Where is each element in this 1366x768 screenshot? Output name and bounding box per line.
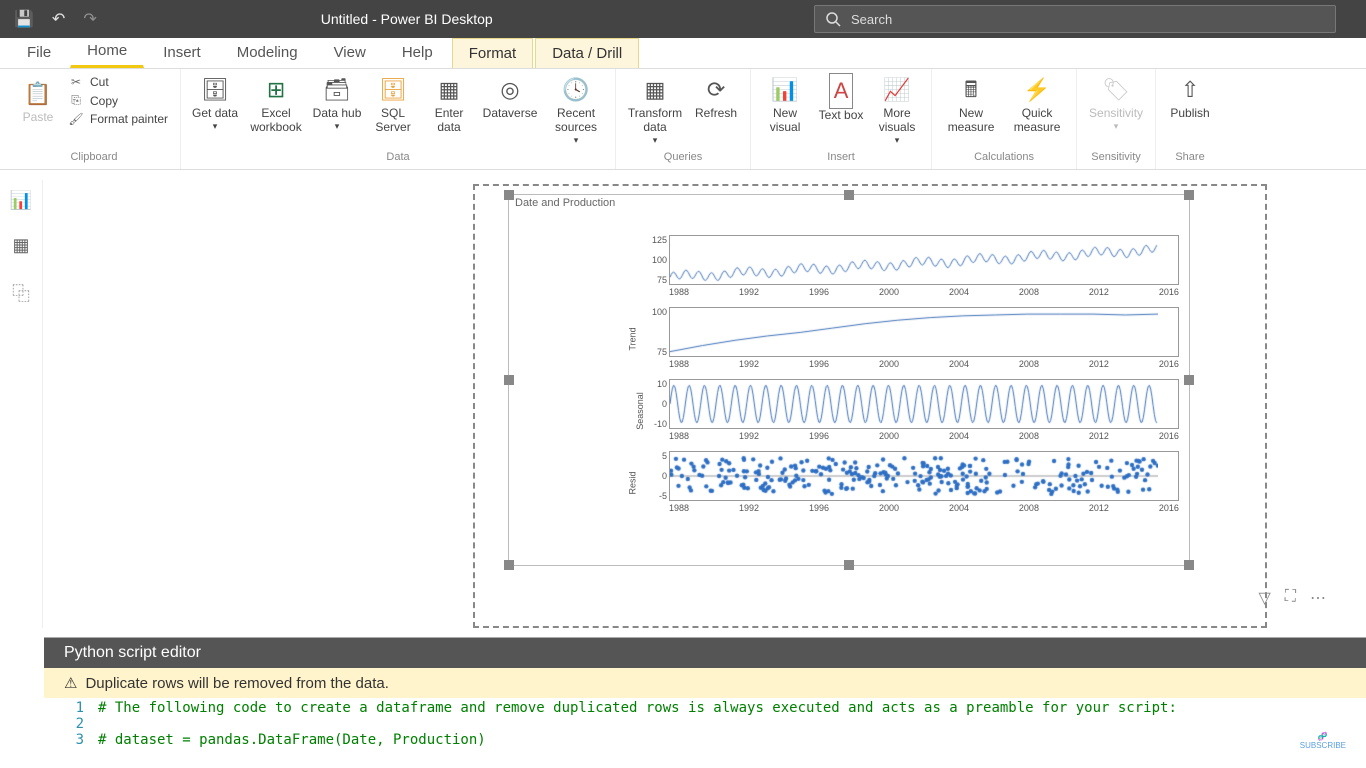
group-queries: ▦Transform data▾ ⟳Refresh Queries [616,69,751,169]
calculator-icon: 🖩 [964,73,977,107]
group-share: ⇧Publish Share [1156,69,1224,169]
tab-data-drill[interactable]: Data / Drill [535,38,639,68]
model-view-icon[interactable]: ⿻ [12,280,30,306]
hub-icon: 🗃 [323,73,351,107]
subscribe-badge: 🧬SUBSCRIBE [1300,732,1346,750]
dataverse-button[interactable]: ◎Dataverse [477,69,543,121]
recent-sources-button[interactable]: 🕓Recent sources▾ [543,69,609,145]
window-title: Untitled - Power BI Desktop [321,11,493,27]
copy-button[interactable]: ⎘Copy [68,93,168,108]
chart-icon: 📊 [771,73,798,107]
sql-icon: 🗄 [379,73,407,107]
tab-help[interactable]: Help [385,37,450,68]
group-calculations: 🖩New measure ⚡Quick measure Calculations [932,69,1077,169]
resize-handle[interactable] [844,560,854,570]
ribbon-tabs: FileHomeInsertModelingViewHelpFormatData… [0,38,1366,69]
decomposition-charts: 1251007519881992199620002004200820122016… [649,235,1179,523]
search-icon [825,11,841,27]
group-data: 🗄Get data▾ ⊞Excel workbook 🗃Data hub▾ 🗄S… [181,69,616,169]
copy-icon: ⎘ [68,93,84,108]
new-visual-button[interactable]: 📊New visual [757,69,813,135]
ribbon: 📋Paste ✂Cut ⎘Copy 🖌Format painter Clipbo… [0,69,1366,170]
group-sensitivity: 🏷Sensitivity▾ Sensitivity [1077,69,1156,169]
tab-format[interactable]: Format [452,38,534,68]
editor-warning: ⚠ Duplicate rows will be removed from th… [44,668,1366,698]
editor-title: Python script editor [44,638,1366,668]
resize-handle[interactable] [1184,190,1194,200]
visual-toolbar: ▽ ⛶ ⋯ [1258,588,1326,608]
tab-file[interactable]: File [10,37,68,68]
undo-icon[interactable]: ↶ [52,9,65,29]
canvas: 📊 ▦ ⿻ Date and Production 12510075198819… [0,180,1366,628]
code-area[interactable]: 1# The following code to create a datafr… [44,698,1366,768]
paste-button[interactable]: 📋Paste [10,73,66,125]
publish-icon: ⇧ [1181,73,1199,107]
report-page[interactable]: Date and Production 12510075198819921996… [43,180,1366,628]
get-data-button[interactable]: 🗄Get data▾ [187,69,243,131]
group-insert: 📊New visual AText box 📈More visuals▾ Ins… [751,69,932,169]
clock-icon: 🕓 [562,73,589,107]
subplot-observed: 1251007519881992199620002004200820122016 [649,235,1179,299]
data-view-icon[interactable]: ▦ [12,235,29,256]
text-box-button[interactable]: AText box [813,69,869,123]
excel-button[interactable]: ⊞Excel workbook [243,69,309,135]
tab-home[interactable]: Home [70,35,144,68]
sql-button[interactable]: 🗄SQL Server [365,69,421,135]
save-icon[interactable]: 💾 [14,9,34,29]
dataverse-icon: ◎ [500,73,519,107]
subplot-trend: Trend10075198819921996200020042008201220… [649,307,1179,371]
excel-icon: ⊞ [267,73,285,107]
new-measure-button[interactable]: 🖩New measure [938,69,1004,135]
search-placeholder: Search [851,12,892,27]
tag-icon: 🏷 [1102,73,1130,107]
focus-icon[interactable]: ⛶ [1285,588,1296,608]
grid-icon: ▦ [439,73,460,107]
database-icon: 🗄 [201,73,229,107]
resize-handle[interactable] [1184,560,1194,570]
resize-handle[interactable] [1184,375,1194,385]
more-icon: 📈 [883,73,910,107]
scissors-icon: ✂ [68,75,84,89]
transform-button[interactable]: ▦Transform data▾ [622,69,688,145]
transform-icon: ▦ [645,73,666,107]
title-bar: 💾 ↶ ↷ Untitled - Power BI Desktop Search [0,0,1366,38]
format-painter-button[interactable]: 🖌Format painter [68,112,168,126]
refresh-icon: ⟳ [707,73,725,107]
publish-button[interactable]: ⇧Publish [1162,69,1218,121]
refresh-button[interactable]: ⟳Refresh [688,69,744,121]
warning-icon: ⚠ [64,674,77,692]
quick-icon: ⚡ [1023,73,1050,107]
resize-handle[interactable] [504,190,514,200]
redo-icon[interactable]: ↷ [83,9,96,29]
tab-modeling[interactable]: Modeling [220,37,315,68]
cut-button[interactable]: ✂Cut [68,75,168,89]
search-input[interactable]: Search [814,5,1336,33]
python-script-editor: Python script editor ⚠ Duplicate rows wi… [44,637,1366,768]
report-view-icon[interactable]: 📊 [10,190,32,211]
subplot-seasonal: Seasonal100-1019881992199620002004200820… [649,379,1179,443]
quick-measure-button[interactable]: ⚡Quick measure [1004,69,1070,135]
tab-insert[interactable]: Insert [146,37,218,68]
enter-data-button[interactable]: ▦Enter data [421,69,477,135]
resize-handle[interactable] [844,190,854,200]
subplot-resid: Resid50-51988199219962000200420082012201… [649,451,1179,515]
tab-view[interactable]: View [317,37,383,68]
brush-icon: 🖌 [68,112,84,126]
text-icon: A [829,73,854,109]
group-clipboard: 📋Paste ✂Cut ⎘Copy 🖌Format painter Clipbo… [8,69,181,169]
resize-handle[interactable] [504,560,514,570]
view-switcher: 📊 ▦ ⿻ [0,180,43,628]
more-visuals-button[interactable]: 📈More visuals▾ [869,69,925,145]
python-visual[interactable]: Date and Production 12510075198819921996… [508,194,1190,566]
filter-icon[interactable]: ▽ [1258,588,1270,608]
more-options-icon[interactable]: ⋯ [1310,588,1326,608]
resize-handle[interactable] [504,375,514,385]
data-hub-button[interactable]: 🗃Data hub▾ [309,69,365,131]
sensitivity-button[interactable]: 🏷Sensitivity▾ [1083,69,1149,131]
